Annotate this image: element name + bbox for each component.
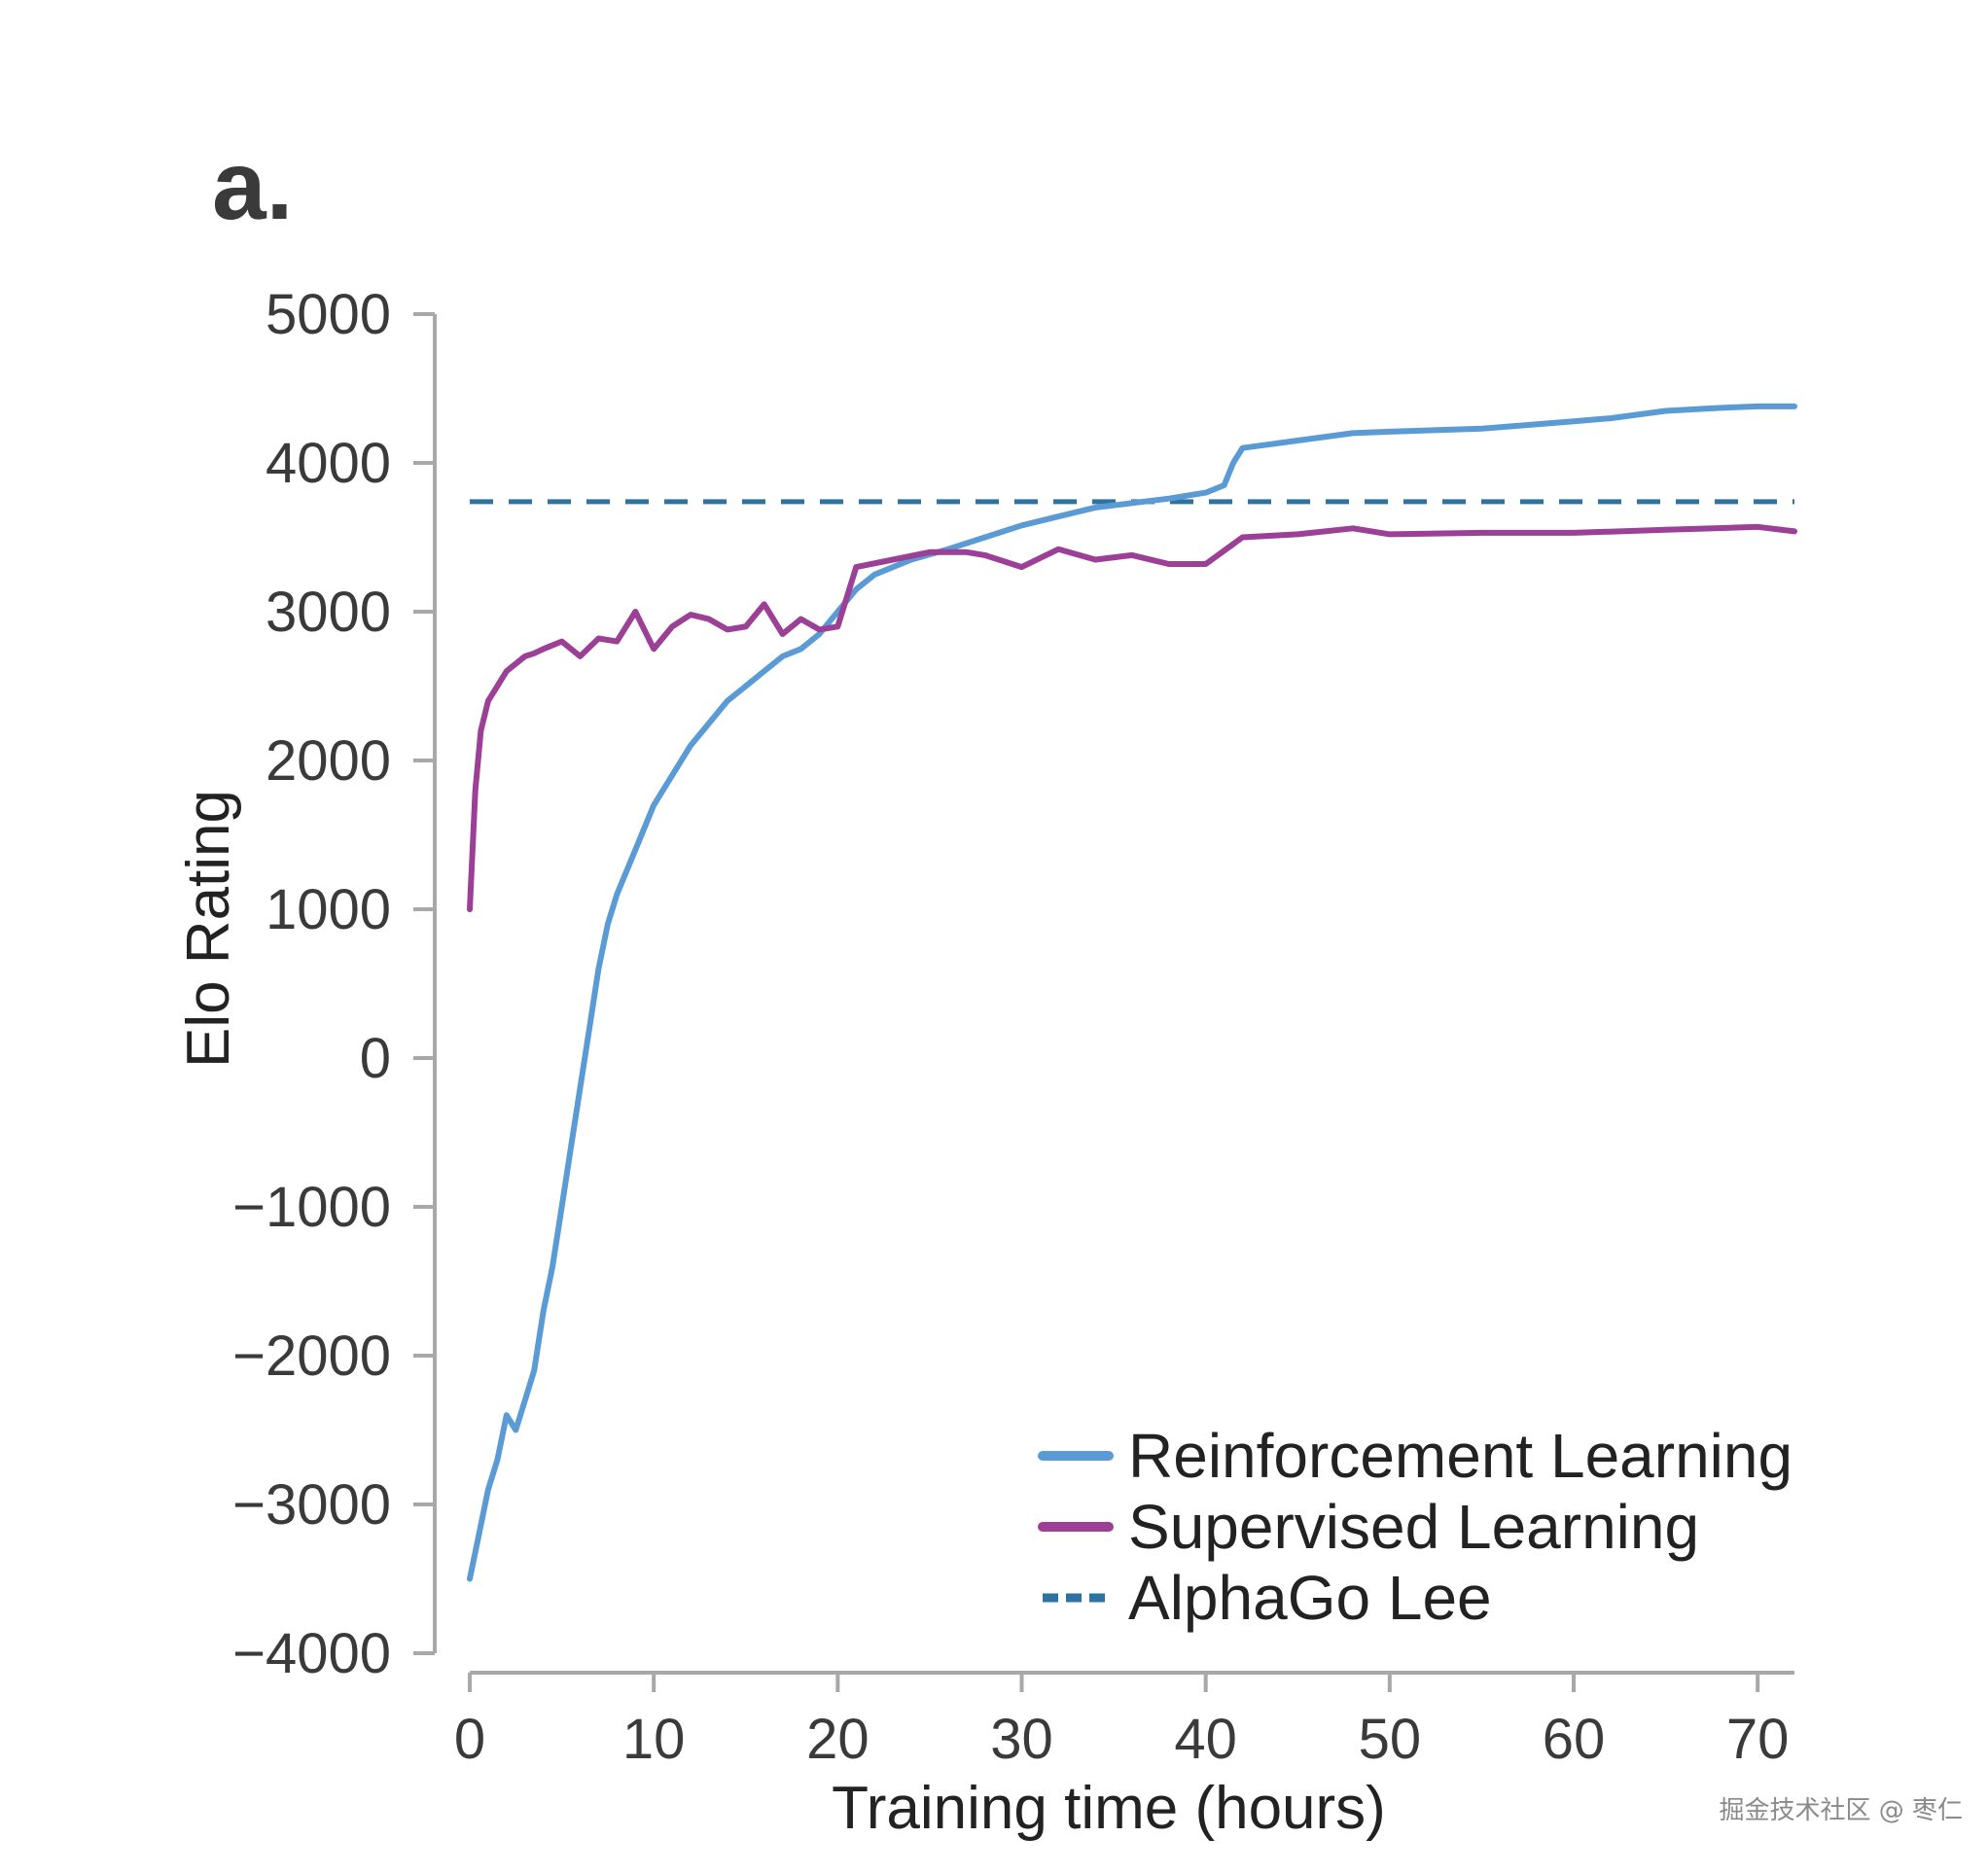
y-axis-title: Elo Rating	[175, 790, 242, 1068]
x-tick-label: 10	[622, 1708, 686, 1771]
x-tick-label: 20	[806, 1708, 870, 1771]
plot-area	[467, 403, 1797, 1582]
x-axis: 0 10 20 30 40 50 60 70	[454, 1671, 1794, 1771]
y-tick-label: −3000	[232, 1473, 391, 1537]
x-tick-label: 30	[990, 1708, 1053, 1771]
series-line-reinforcement-learning	[467, 403, 1797, 1582]
x-tick-label: 70	[1726, 1708, 1790, 1771]
x-tick-label: 50	[1359, 1708, 1422, 1771]
y-tick-label: −4000	[232, 1622, 391, 1685]
y-tick-label: 4000	[266, 432, 391, 495]
y-tick-label: 3000	[266, 581, 391, 644]
y-axis: 5000 4000 3000 2000 1000 0 −1000 −2000 −3000 −400…	[232, 283, 437, 1685]
y-tick-label: 1000	[266, 878, 391, 941]
y-tick-label: 0	[360, 1027, 391, 1090]
y-tick-label: −1000	[232, 1176, 391, 1239]
x-axis-title: Training time (hours)	[832, 1775, 1386, 1842]
watermark: 掘金技术社区 @ 枣仁	[1719, 1796, 1963, 1825]
panel-label: a.	[212, 131, 293, 240]
legend-label: Supervised Learning	[1128, 1492, 1699, 1562]
legend-label: AlphaGo Lee	[1128, 1563, 1492, 1633]
y-tick-label: −2000	[232, 1325, 391, 1388]
x-tick-label: 0	[454, 1708, 485, 1771]
x-tick-label: 40	[1174, 1708, 1237, 1771]
y-tick-label: 2000	[266, 729, 391, 793]
x-tick-label: 60	[1543, 1708, 1606, 1771]
legend-label: Reinforcement Learning	[1128, 1421, 1793, 1491]
y-tick-label: 5000	[266, 283, 391, 346]
series-line-supervised-learning	[467, 523, 1797, 912]
